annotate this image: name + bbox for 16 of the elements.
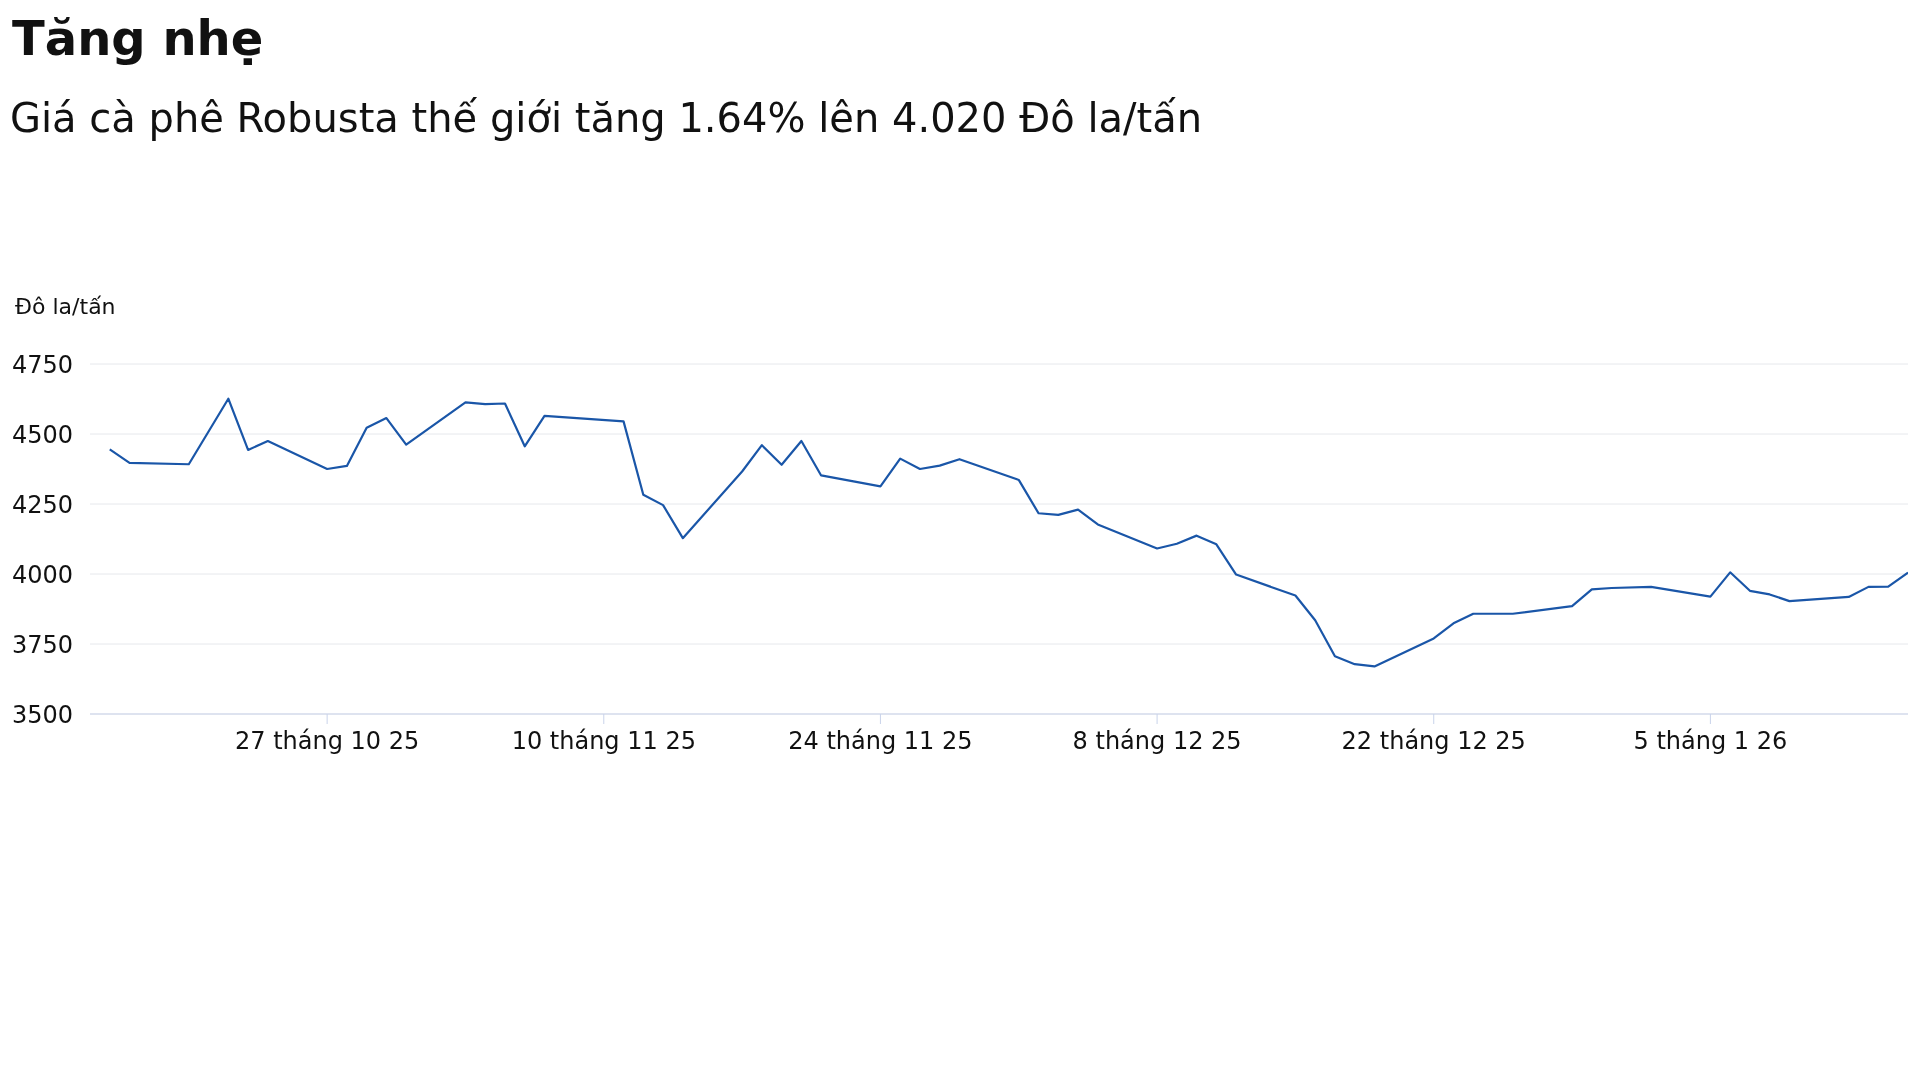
x-tick-label: 22 tháng 12 25	[1341, 727, 1526, 756]
y-tick-label: 4000	[12, 561, 74, 589]
y-tick-label: 4750	[12, 351, 74, 379]
chart-subtitle: Giá cà phê Robusta thế giới tăng 1.64% lên 4.020 Đô la/tấn	[10, 94, 1204, 143]
y-tick-label: 4250	[12, 491, 74, 519]
x-tick-label: 8 tháng 12 25	[1072, 727, 1242, 756]
x-tick-label: 5 tháng 1 26	[1633, 727, 1788, 756]
chart-title: Tăng nhẹ	[12, 9, 265, 68]
y-tick-label: 3750	[12, 631, 74, 659]
y-tick-label: 4500	[12, 421, 74, 449]
x-tick-label: 27 tháng 10 25	[234, 727, 420, 756]
y-axis-title: Đô la/tấn	[15, 294, 117, 321]
x-tick-label: 24 tháng 11 25	[788, 727, 973, 756]
x-tick-label: 10 tháng 11 25	[511, 727, 696, 756]
line-series	[108, 397, 1908, 668]
y-tick-label: 3500	[12, 701, 74, 729]
